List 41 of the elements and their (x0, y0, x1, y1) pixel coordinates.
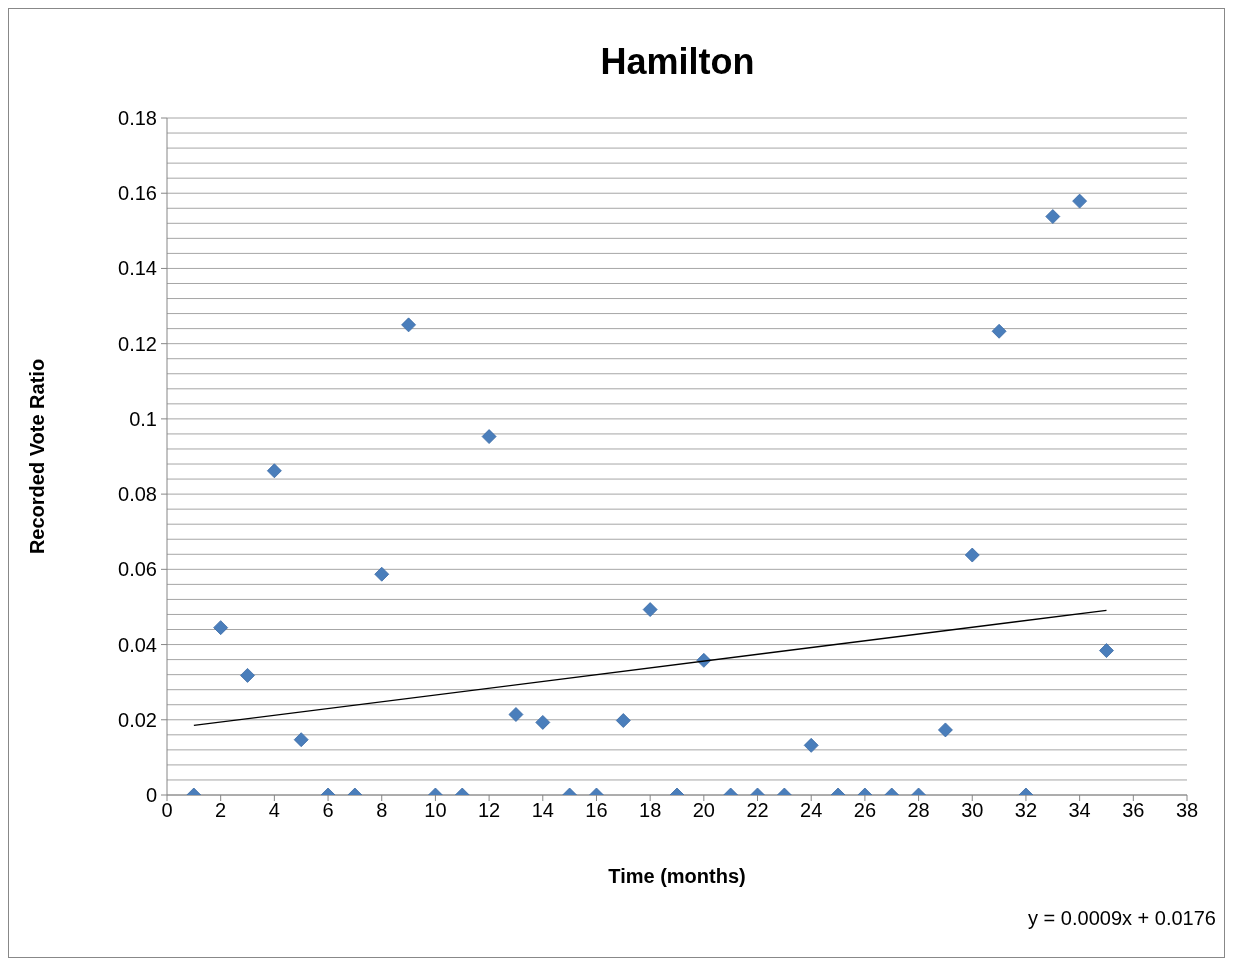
y-tick-label: 0.12 (118, 332, 157, 355)
y-tick-label: 0.06 (118, 558, 157, 581)
x-tick-label: 12 (477, 799, 501, 822)
x-tick-label: 34 (1068, 799, 1091, 822)
y-tick-label: 0.02 (118, 708, 157, 731)
x-tick-label: 32 (1014, 799, 1038, 822)
point (401, 317, 416, 333)
x-tick-label: 22 (746, 799, 769, 822)
point (642, 602, 658, 617)
x-tick-label: 38 (1175, 799, 1199, 822)
point (266, 463, 282, 479)
x-tick-label: 28 (907, 799, 930, 822)
x-tick-label: 30 (961, 799, 984, 822)
y-tick-label: 0 (145, 784, 157, 806)
x-tick-label: 2 (215, 799, 227, 822)
x-tick-label: 14 (531, 799, 554, 822)
x-tick-label: 36 (1122, 799, 1145, 822)
y-tick-label: 0.04 (118, 633, 157, 656)
y-tick-label: 0.14 (118, 257, 157, 280)
y-tick-label: 0.08 (118, 483, 157, 506)
chart-title: Hamilton (599, 41, 756, 83)
y-axis-title: Recorded Vote Ratio (26, 358, 49, 555)
x-tick-label: 24 (800, 799, 823, 822)
x-tick-label: 0 (161, 799, 173, 822)
point (964, 547, 980, 563)
x-tick-label: 8 (376, 799, 388, 822)
point (374, 566, 390, 582)
point (991, 323, 1007, 339)
x-tick-label: 20 (692, 799, 715, 822)
y-tick-label: 0.18 (118, 107, 157, 129)
x-tick-label: 10 (424, 799, 447, 822)
x-axis-title: Time (months) (608, 865, 746, 887)
x-tick-label: 16 (585, 799, 608, 822)
x-tick-label: 6 (322, 799, 334, 822)
text: y = 0.0009x + 0.0176 (1028, 907, 1216, 930)
y-tick-label: 0.1 (129, 407, 157, 430)
x-tick-label: 18 (639, 799, 662, 822)
x-tick-label: 4 (268, 799, 280, 822)
point (481, 429, 497, 444)
y-tick-label: 0.16 (118, 182, 157, 205)
x-tick-label: 26 (853, 799, 877, 822)
